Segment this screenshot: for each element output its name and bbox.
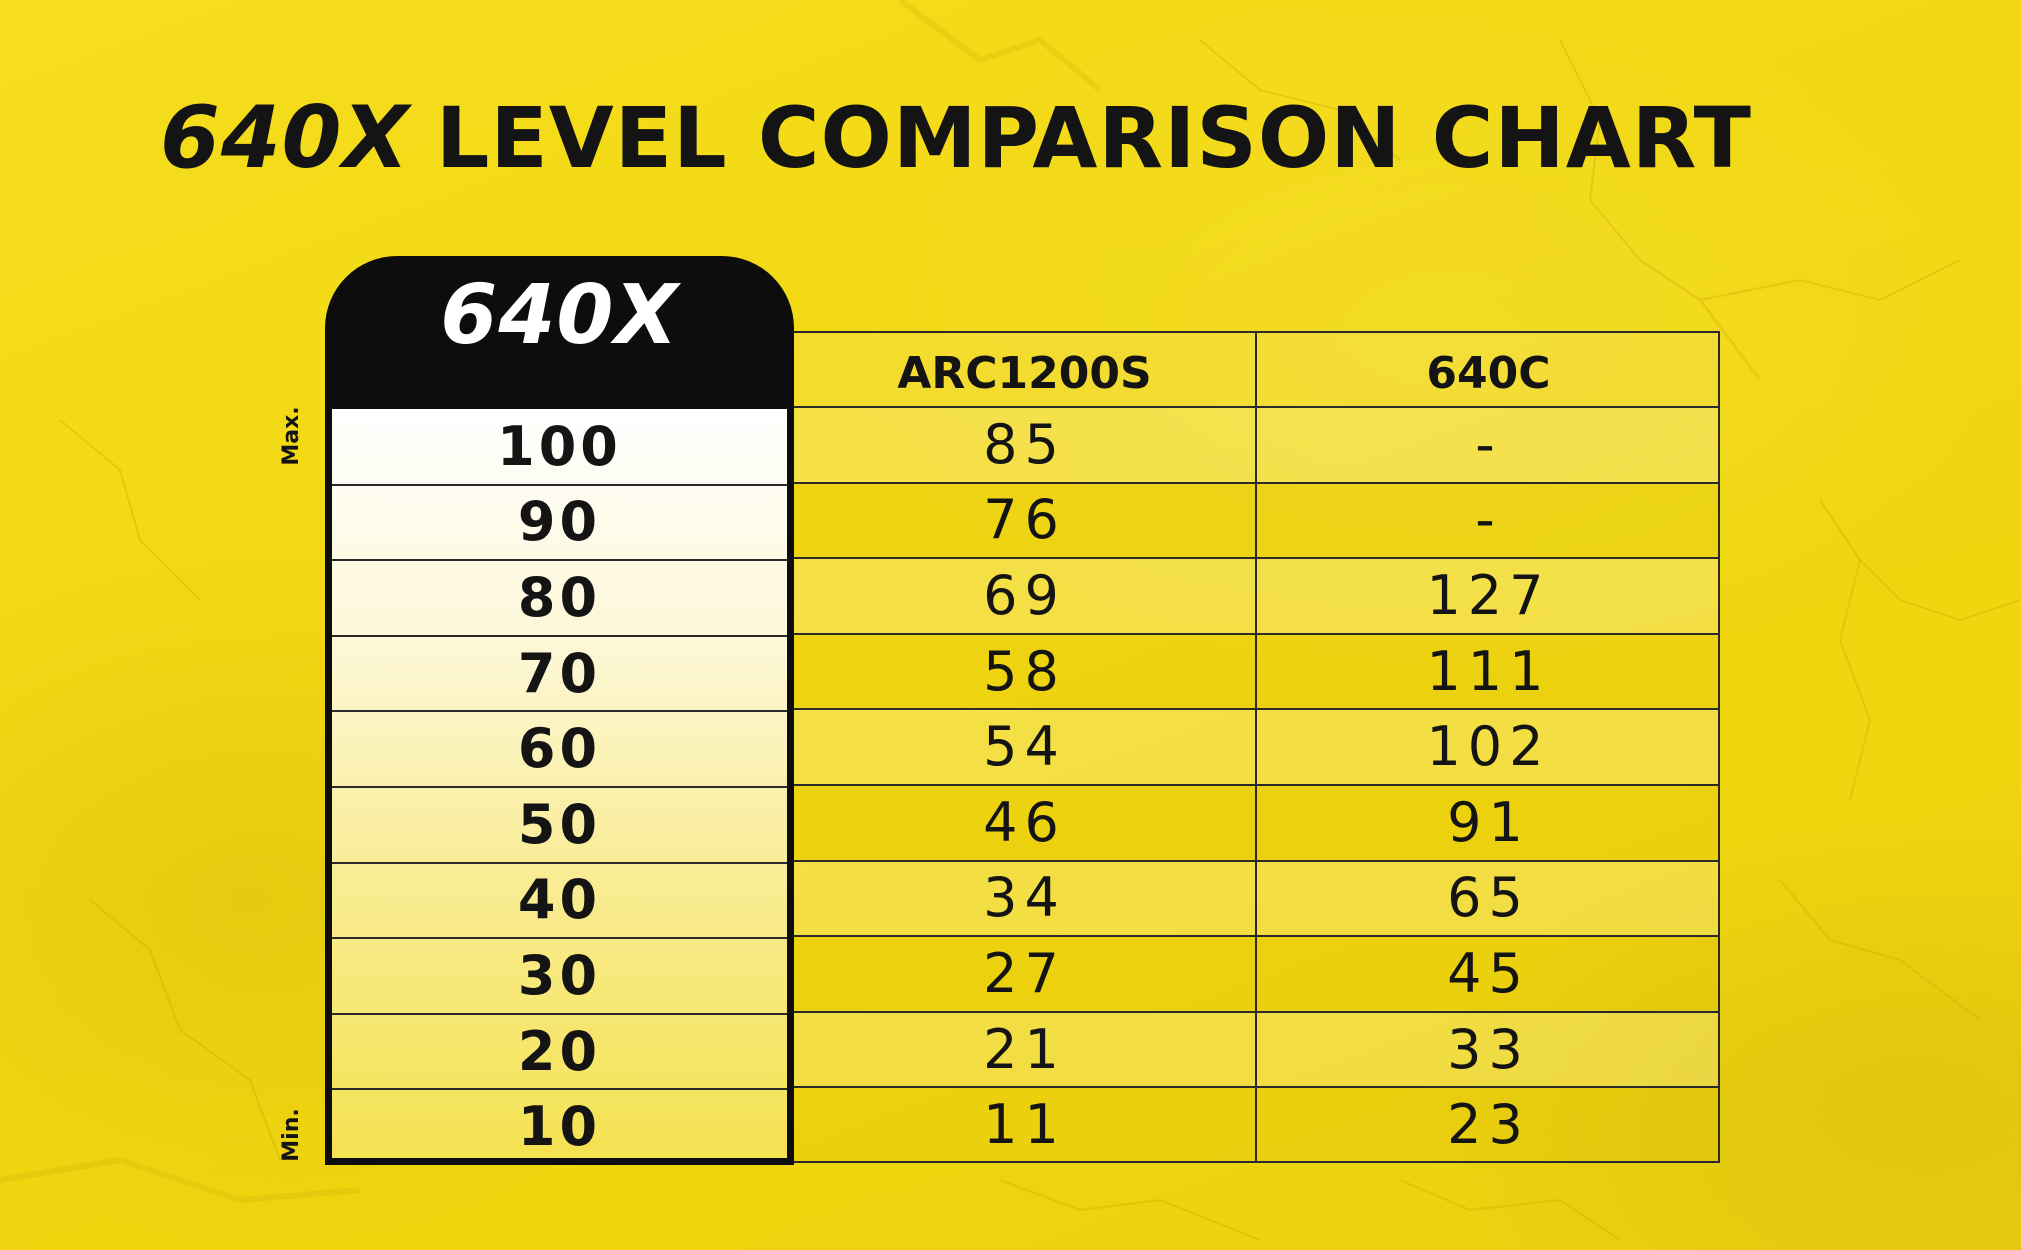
arc1200s-value-cell: 21 (983, 1017, 1066, 1081)
comparison-grid (794, 331, 1720, 1163)
arc1200s-value-cell: 27 (983, 941, 1066, 1005)
row-band (794, 558, 1720, 634)
arc1200s-value-cell: 54 (983, 715, 1066, 779)
main-level-cell: 20 (517, 1019, 602, 1083)
grid-row-line (794, 1010, 1720, 1013)
grid-row-line (794, 935, 1720, 938)
main-column-row-line (332, 559, 787, 562)
row-band (794, 407, 1720, 483)
chart-title: 640X LEVEL COMPARISON CHART (160, 88, 1880, 188)
640c-value-cell: 65 (1447, 866, 1530, 930)
main-column-row-line (332, 937, 787, 940)
arc1200s-value-cell: 58 (983, 639, 1066, 703)
min-label: Min. (279, 1108, 304, 1162)
640c-value-cell: 33 (1447, 1017, 1530, 1081)
main-level-column: 100 90 80 70 60 50 40 30 20 10 (325, 409, 794, 1165)
header-band (794, 331, 1720, 407)
arc1200s-value-cell: 69 (983, 563, 1066, 627)
title-text: LEVEL COMPARISON CHART (435, 89, 1752, 187)
main-level-cell: 50 (517, 792, 602, 856)
main-level-cell: 70 (517, 641, 602, 705)
arc1200s-value-cell: 76 (983, 488, 1066, 552)
max-label: Max. (279, 406, 304, 466)
640c-value-cell: 91 (1447, 790, 1530, 854)
row-band (794, 860, 1720, 937)
main-column-row-line (332, 786, 787, 788)
column-header-640x: 640X (325, 256, 794, 409)
column-header-arc1200s: ARC1200S (897, 348, 1152, 399)
main-column-row-line (332, 1088, 787, 1091)
main-level-cell: 100 (497, 414, 622, 478)
column-header-640x-label: 640X (440, 267, 679, 363)
640c-value-cell: 127 (1426, 563, 1551, 627)
row-band (794, 1011, 1720, 1088)
main-level-cell: 90 (517, 490, 602, 554)
main-column-row-line (332, 483, 787, 486)
main-column-row-line (332, 1012, 787, 1015)
640c-value-cell: 102 (1426, 715, 1551, 779)
arc1200s-value-cell: 11 (983, 1093, 1066, 1157)
title-brand: 640X (160, 88, 410, 188)
grid-row-line (794, 481, 1720, 484)
main-level-cell: 40 (517, 868, 602, 932)
640c-value-cell: 23 (1447, 1093, 1530, 1157)
arc1200s-value-cell: 46 (983, 790, 1066, 854)
640c-value-cell: - (1475, 412, 1502, 476)
row-band (794, 709, 1720, 785)
main-level-cell: 80 (517, 565, 602, 629)
640c-value-cell: - (1475, 488, 1502, 552)
column-header-640c: 640C (1426, 348, 1551, 399)
640c-value-cell: 45 (1447, 941, 1530, 1005)
grid-row-line (794, 708, 1720, 711)
main-level-cell: 30 (517, 943, 602, 1007)
main-column-row-line (332, 634, 787, 637)
arc1200s-value-cell: 85 (983, 412, 1066, 476)
grid-row-line (794, 859, 1720, 862)
main-level-cell: 60 (517, 717, 602, 781)
grid-column-divider (1255, 331, 1257, 1163)
main-column-row-line (332, 861, 787, 864)
grid-row-line (794, 557, 1720, 560)
main-column-row-line (332, 710, 787, 713)
grid-row-line (794, 406, 1720, 408)
main-level-cell: 10 (517, 1095, 602, 1159)
arc1200s-value-cell: 34 (983, 866, 1066, 930)
grid-row-line (794, 784, 1720, 786)
grid-row-line (794, 632, 1720, 635)
640c-value-cell: 111 (1426, 639, 1551, 703)
grid-row-line (794, 1086, 1720, 1089)
